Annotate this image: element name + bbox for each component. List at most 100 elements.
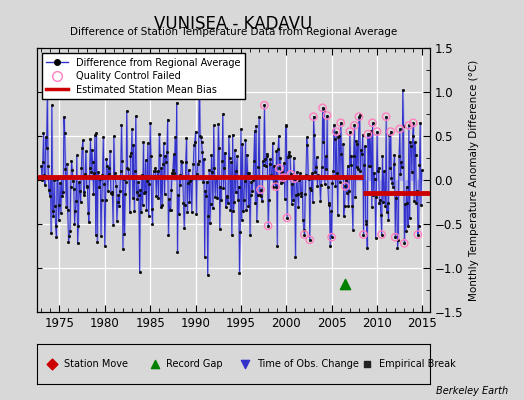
Point bbox=[69, 178, 77, 184]
Point bbox=[346, 128, 354, 135]
Point bbox=[226, 207, 235, 213]
Point bbox=[270, 163, 278, 170]
Point bbox=[389, 161, 398, 168]
Point bbox=[244, 203, 253, 209]
Point bbox=[280, 160, 288, 166]
Point bbox=[303, 142, 312, 148]
Point bbox=[300, 226, 308, 233]
Point bbox=[264, 222, 272, 229]
Point bbox=[295, 176, 303, 183]
Point bbox=[149, 173, 157, 180]
Point bbox=[47, 230, 55, 236]
Point bbox=[294, 204, 302, 210]
Point bbox=[264, 222, 272, 229]
Point bbox=[119, 246, 127, 252]
Point bbox=[126, 209, 134, 216]
Point bbox=[234, 197, 242, 203]
Point bbox=[320, 107, 328, 113]
Point bbox=[406, 139, 414, 145]
Point bbox=[411, 152, 420, 159]
Point bbox=[174, 192, 182, 198]
Point bbox=[330, 122, 338, 128]
Point bbox=[242, 207, 250, 214]
Point bbox=[309, 198, 317, 205]
Point bbox=[259, 158, 267, 164]
Point bbox=[333, 212, 342, 218]
Point bbox=[119, 176, 128, 182]
Point bbox=[39, 159, 47, 165]
Point bbox=[354, 166, 362, 172]
Point bbox=[208, 169, 216, 175]
Point bbox=[403, 200, 411, 206]
Point bbox=[401, 201, 409, 208]
Point bbox=[233, 153, 242, 159]
Point bbox=[237, 217, 246, 223]
Point bbox=[302, 134, 311, 140]
Point bbox=[81, 170, 89, 177]
Point bbox=[198, 149, 206, 156]
Point bbox=[170, 170, 179, 176]
Point bbox=[96, 176, 104, 182]
Point bbox=[194, 158, 203, 165]
Point bbox=[232, 167, 241, 174]
Point bbox=[340, 213, 348, 219]
Point bbox=[336, 120, 345, 126]
Point bbox=[113, 199, 122, 205]
Point bbox=[271, 184, 280, 190]
Point bbox=[193, 161, 202, 167]
Point bbox=[109, 222, 117, 228]
Point bbox=[353, 140, 362, 147]
Point bbox=[386, 164, 394, 171]
Point bbox=[225, 154, 234, 161]
Point bbox=[377, 231, 386, 238]
Point bbox=[173, 249, 181, 255]
Point bbox=[214, 121, 222, 127]
Point bbox=[241, 136, 249, 143]
Point bbox=[192, 210, 201, 217]
Point bbox=[61, 165, 70, 172]
Point bbox=[154, 195, 162, 201]
Point bbox=[380, 168, 388, 174]
Point bbox=[314, 175, 323, 182]
Point bbox=[201, 188, 210, 194]
Point bbox=[92, 231, 100, 238]
Point bbox=[191, 138, 199, 145]
Point bbox=[154, 168, 162, 174]
Point bbox=[297, 193, 305, 200]
Point bbox=[189, 160, 198, 167]
Point bbox=[333, 170, 341, 176]
Point bbox=[363, 361, 371, 367]
Point bbox=[171, 134, 179, 140]
Point bbox=[338, 174, 346, 180]
Point bbox=[350, 153, 358, 160]
Point bbox=[388, 180, 396, 186]
Point bbox=[331, 183, 340, 189]
Point bbox=[335, 133, 343, 139]
Point bbox=[261, 156, 269, 162]
Point bbox=[413, 188, 421, 194]
Point bbox=[70, 186, 78, 192]
Point bbox=[347, 153, 355, 160]
Point bbox=[332, 128, 341, 135]
Point bbox=[177, 158, 185, 164]
Point bbox=[292, 192, 300, 198]
Point bbox=[158, 201, 167, 208]
Point bbox=[77, 199, 85, 205]
Point bbox=[227, 158, 235, 165]
Point bbox=[83, 184, 92, 190]
Point bbox=[99, 134, 107, 140]
Point bbox=[279, 174, 288, 181]
Point bbox=[418, 167, 426, 174]
Point bbox=[181, 202, 189, 208]
Point bbox=[258, 198, 266, 204]
Point bbox=[211, 194, 220, 201]
Point bbox=[368, 120, 377, 126]
Point bbox=[46, 192, 54, 199]
Point bbox=[246, 231, 254, 238]
Point bbox=[160, 191, 169, 197]
Point bbox=[58, 174, 66, 181]
Text: Station Move: Station Move bbox=[64, 359, 128, 369]
Point bbox=[169, 151, 178, 158]
Point bbox=[75, 188, 84, 195]
Point bbox=[321, 181, 329, 187]
